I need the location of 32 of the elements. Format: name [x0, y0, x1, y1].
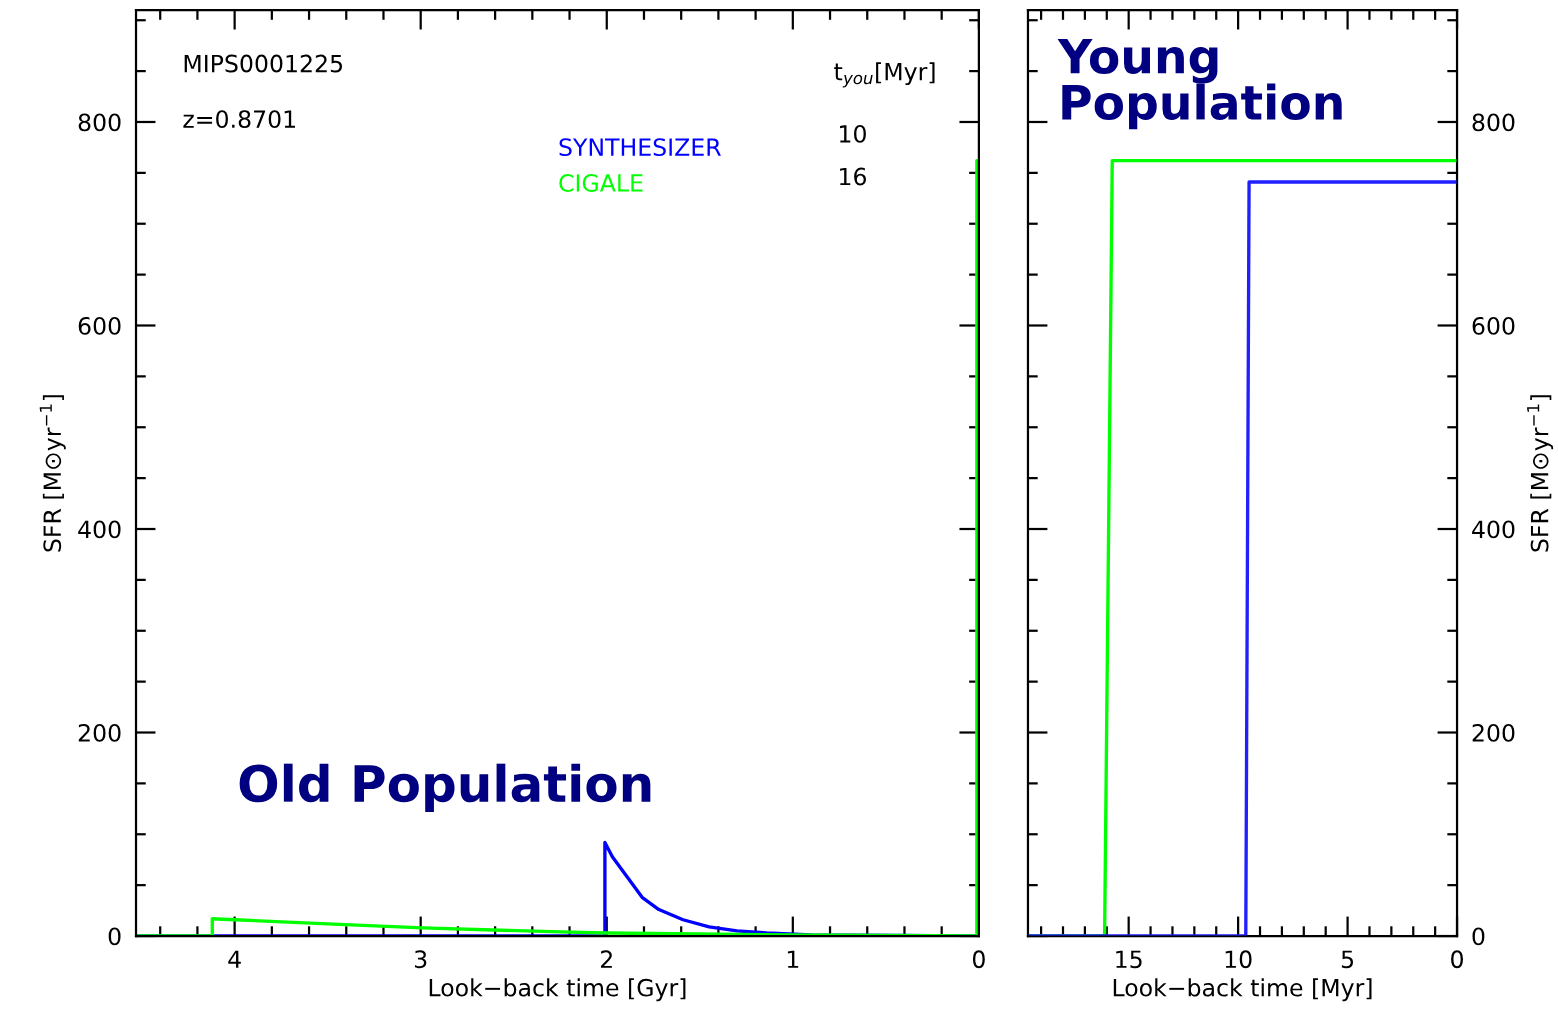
x-axis-title: Look−back time [Myr] — [1113, 978, 1372, 1002]
y-tick-label: 600 — [78, 316, 121, 335]
x-tick-label: 0 — [972, 950, 985, 969]
annotation: t$_{you}$[Myr] — [834, 62, 935, 88]
x-tick-label: 3 — [414, 950, 427, 969]
annotation: MIPS0001225 — [184, 54, 343, 73]
x-tick-label: 1 — [787, 950, 799, 968]
x-tick-label: 5 — [1341, 950, 1354, 969]
text: SYNTHESIZER — [559, 138, 721, 157]
x-tick-label: 4 — [228, 950, 241, 968]
y-tick-label: 0 — [108, 927, 121, 946]
annotation: Young Population — [1057, 38, 1342, 130]
y2-tick-label: 400 — [1472, 520, 1515, 539]
y-tick-label: 400 — [78, 520, 121, 539]
text: CIGALE — [559, 174, 643, 192]
y2-tick-label: 800 — [1472, 113, 1515, 132]
y2-tick-label: 0 — [1472, 927, 1485, 946]
x-tick-label: 0 — [1451, 950, 1463, 969]
annotation: z=0.8701 — [183, 110, 295, 129]
y-tick-label: 800 — [78, 113, 121, 132]
y-axis-title: SFR [M⊙yr$^{−1}$] — [39, 395, 66, 552]
x-tick-label: 15 — [1116, 950, 1142, 969]
annotation: 16 — [840, 167, 866, 186]
x-axis-title: Look−back time [Gyr] — [429, 978, 686, 1002]
y2-axis-title: SFR [M⊙yr$^{−1}$] — [1527, 395, 1554, 552]
annotation: 10 — [840, 124, 866, 143]
y2-tick-label: 600 — [1472, 316, 1515, 335]
y2-tick-label: 200 — [1472, 723, 1515, 742]
x-tick-label: 2 — [600, 950, 612, 968]
y-tick-label: 200 — [78, 723, 121, 742]
x-tick-label: 10 — [1225, 950, 1252, 969]
annotation: Old Population — [239, 763, 651, 813]
